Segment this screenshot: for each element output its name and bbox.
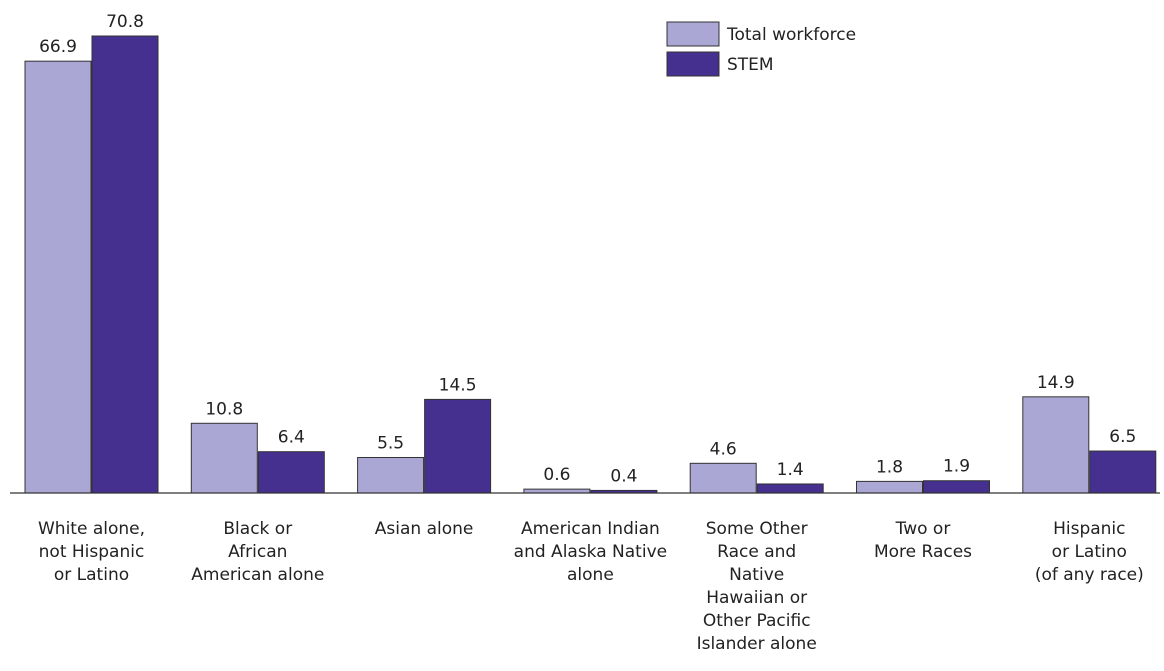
legend-swatch <box>666 51 720 77</box>
bar <box>1022 396 1090 494</box>
x-tick-label: (of any race) <box>1035 565 1144 585</box>
bar <box>689 462 757 494</box>
x-tick-label: American alone <box>191 565 324 585</box>
bar <box>424 398 492 494</box>
bar <box>357 456 425 494</box>
bar <box>856 480 923 494</box>
x-tick-label: alone <box>567 565 614 585</box>
legend-swatch <box>666 21 720 47</box>
legend-label: Total workforce <box>726 25 856 45</box>
x-tick-label: Native <box>729 565 784 585</box>
value-label: 10.8 <box>205 399 243 419</box>
x-tick-label: Hawaiian or <box>706 588 807 608</box>
value-label: 70.8 <box>106 12 144 32</box>
value-label: 6.4 <box>278 428 305 448</box>
bar <box>190 422 258 494</box>
x-tick-label: Other Pacific <box>703 611 811 631</box>
bar <box>756 483 824 494</box>
x-tick-label: American Indian <box>521 519 660 539</box>
bar <box>1089 450 1157 494</box>
value-label: 0.6 <box>543 465 570 485</box>
bar <box>91 35 159 494</box>
x-tick-label: Hispanic <box>1053 519 1125 539</box>
value-label: 66.9 <box>39 37 77 57</box>
x-tick-label: not Hispanic <box>39 542 145 562</box>
value-label: 14.5 <box>439 375 477 395</box>
x-tick-label: White alone, <box>38 519 145 539</box>
x-tick-label: African <box>228 542 287 562</box>
bar <box>24 60 92 494</box>
value-label: 14.9 <box>1037 373 1075 393</box>
bar <box>923 480 990 494</box>
x-tick-label: Some Other <box>706 519 808 539</box>
x-tick-label: Race and <box>717 542 796 562</box>
value-label: 1.9 <box>943 457 970 477</box>
x-tick-label: More Races <box>874 542 972 562</box>
value-label: 6.5 <box>1109 427 1136 447</box>
x-tick-label: and Alaska Native <box>514 542 667 562</box>
bar <box>257 451 325 494</box>
x-tick-label: Asian alone <box>375 519 474 539</box>
x-tick-label: or Latino <box>54 565 129 585</box>
value-label: 5.5 <box>377 433 404 453</box>
x-tick-label: Islander alone <box>697 634 817 654</box>
x-tick-label: Two or <box>895 519 951 539</box>
x-tick-label: Black or <box>223 519 292 539</box>
value-label: 1.8 <box>876 457 903 477</box>
value-label: 4.6 <box>710 439 737 459</box>
value-label: 1.4 <box>777 460 804 480</box>
value-label: 0.4 <box>610 466 637 486</box>
legend-label: STEM <box>727 55 774 75</box>
x-tick-label: or Latino <box>1052 542 1127 562</box>
